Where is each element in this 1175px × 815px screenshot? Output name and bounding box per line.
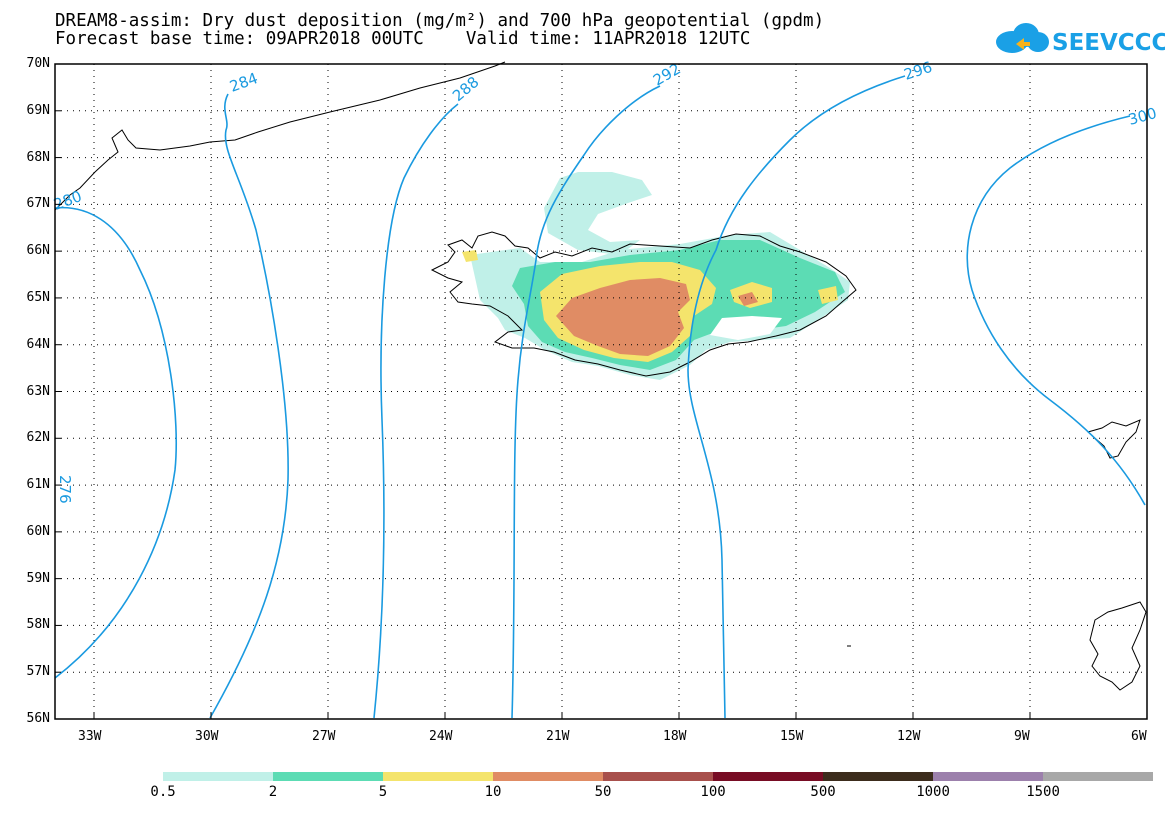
contour-label-288: 288 [449, 73, 483, 105]
contour-label-296: 296 [902, 58, 935, 84]
lon-label: 15W [780, 729, 804, 744]
map-title-line1: DREAM8-assim: Dry dust deposition (mg/m²… [55, 11, 825, 31]
colorbar-label: 500 [810, 784, 836, 800]
lat-label: 56N [26, 711, 50, 726]
lon-label: 18W [663, 729, 687, 744]
colorbar-label: 1500 [1026, 784, 1060, 800]
map-title-line2: Forecast base time: 09APR2018 00UTC Vali… [55, 29, 751, 49]
axis-ticks [55, 110, 1031, 719]
lon-label: 27W [312, 729, 336, 744]
logo-text: SEEVCCC [1052, 30, 1165, 56]
lat-label: 59N [26, 570, 50, 586]
colorbar [163, 772, 1153, 781]
colorbar-swatch [1043, 772, 1153, 781]
contour-label-284: 284 [227, 69, 260, 96]
lat-label: 61N [26, 477, 50, 493]
lat-label: 62N [26, 430, 50, 446]
contour-label-300: 300 [1126, 104, 1158, 129]
cloud-icon [996, 23, 1049, 53]
lat-label: 60N [26, 523, 50, 539]
seevccc-logo: SEEVCCC [996, 23, 1165, 56]
lat-label: 58N [26, 617, 50, 633]
lat-label: 70N [26, 56, 50, 71]
geopotential-contours [54, 75, 1146, 719]
coastlines [54, 61, 1147, 691]
colorbar-swatch [933, 772, 1043, 781]
contour-label-276: 276 [56, 475, 74, 504]
lat-label: 64N [26, 336, 50, 352]
lat-label: 69N [26, 102, 50, 118]
lat-label: 68N [26, 149, 50, 165]
colorbar-label: 1000 [916, 784, 950, 800]
lat-label: 57N [26, 664, 50, 680]
colorbar-swatch [383, 772, 493, 781]
lon-label: 6W [1131, 729, 1147, 744]
colorbar-label: 5 [378, 784, 388, 800]
colorbar-label: 10 [484, 784, 502, 800]
lon-label: 24W [429, 729, 453, 744]
lon-label: 9W [1014, 729, 1030, 744]
colorbar-label: 0.5 [150, 784, 176, 800]
lon-label: 30W [195, 729, 219, 744]
colorbar-swatch [603, 772, 713, 781]
lon-label: 12W [897, 729, 921, 744]
colorbar-swatch [273, 772, 383, 781]
lat-label: 65N [26, 289, 50, 305]
colorbar-swatch [163, 772, 273, 781]
lon-label: 21W [546, 729, 570, 744]
lat-label: 67N [26, 196, 50, 212]
colorbar-swatch [713, 772, 823, 781]
colorbar-label: 2 [268, 784, 278, 800]
colorbar-label: 50 [594, 784, 612, 800]
colorbar-swatch [823, 772, 933, 781]
grid-lines [55, 64, 1147, 719]
lon-label: 33W [78, 729, 102, 744]
dust-deposition-field [462, 172, 850, 380]
lat-label: 63N [26, 383, 50, 399]
colorbar-swatch [493, 772, 603, 781]
colorbar-label: 100 [700, 784, 726, 800]
lat-label: 66N [26, 243, 50, 259]
